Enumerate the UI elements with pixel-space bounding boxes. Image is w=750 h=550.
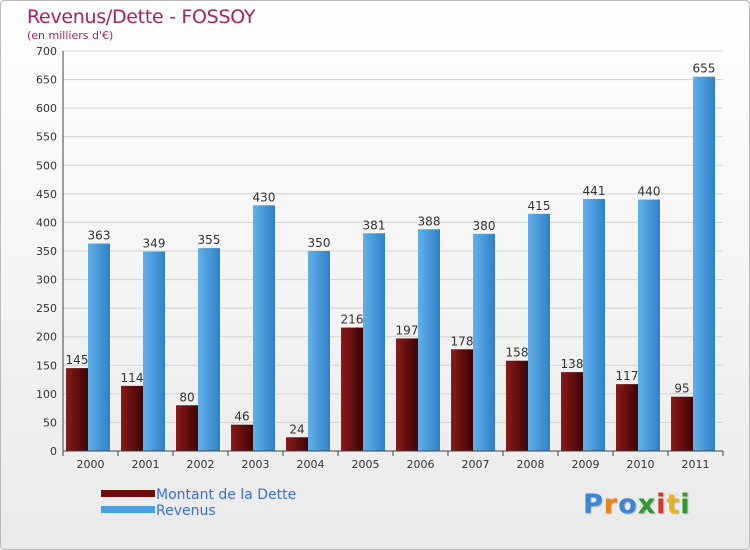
data-label-debt-2010: 117 [616,369,639,383]
y-tick-label: 600 [36,102,57,115]
data-label-debt-2005: 216 [341,313,364,327]
bar-revenue-2005 [363,233,385,451]
data-label-debt-2011: 95 [674,382,689,396]
data-label-debt-2003: 46 [234,410,249,424]
logo-letter: t [666,489,681,520]
logo-letter: i [656,489,667,520]
x-tick-label: 2000 [77,458,105,471]
data-label-revenue-2003: 430 [253,190,276,204]
bar-revenue-2010 [638,199,660,451]
bar-debt-2003 [231,424,253,451]
bar-revenue-2002 [198,248,220,451]
logo-letter: r [603,489,619,520]
data-label-revenue-2001: 349 [143,237,166,251]
logo-letter: P [583,489,604,520]
chart-title: Revenus/Dette - FOSSOY [27,6,256,28]
legend-label-revenue: Revenus [156,503,216,519]
bar-debt-2002 [176,405,198,451]
y-tick-label: 650 [36,74,57,87]
y-tick-label: 350 [36,245,57,258]
data-label-revenue-2006: 388 [418,214,441,228]
bar-revenue-2006 [418,229,440,451]
data-label-debt-2004: 24 [289,422,304,436]
bar-revenue-2003 [253,205,275,451]
x-tick-label: 2008 [517,458,545,471]
legend-swatch-revenue [101,506,155,513]
y-tick-label: 0 [50,445,57,458]
data-label-revenue-2000: 363 [88,229,111,243]
bar-revenue-2007 [473,233,495,451]
data-label-revenue-2004: 350 [308,236,331,250]
bar-revenue-2009 [583,199,605,451]
bar-revenue-2011 [693,76,715,451]
logo-letter: x [637,489,657,520]
y-tick-label: 550 [36,131,57,144]
chart-subtitle: (en milliers d'€) [27,29,114,42]
proxiti-logo: Proxiti [583,489,691,520]
logo-letter: o [618,489,638,520]
data-label-revenue-2009: 441 [583,184,606,198]
y-tick-label: 50 [43,416,57,429]
bar-debt-2011 [671,396,693,451]
x-tick-label: 2010 [627,458,655,471]
data-label-revenue-2008: 415 [528,199,551,213]
x-tick-label: 2004 [297,458,325,471]
bar-debt-2006 [396,338,418,451]
logo-letter: i [680,489,691,520]
bar-debt-2000 [66,368,88,451]
bar-revenue-2008 [528,213,550,451]
bar-debt-2004 [286,437,308,451]
x-tick-label: 2006 [407,458,435,471]
x-tick-label: 2002 [187,458,215,471]
x-tick-label: 2011 [682,458,710,471]
y-tick-label: 450 [36,188,57,201]
data-label-revenue-2002: 355 [198,233,221,247]
x-tick-label: 2005 [352,458,380,471]
bar-debt-2007 [451,349,473,451]
y-tick-label: 300 [36,274,57,287]
y-tick-label: 250 [36,302,57,315]
data-label-debt-2009: 138 [561,357,584,371]
bar-debt-2010 [616,384,638,451]
x-tick-label: 2003 [242,458,270,471]
data-label-debt-2007: 178 [451,334,474,348]
bar-debt-2009 [561,372,583,451]
data-label-revenue-2005: 381 [363,218,386,232]
data-label-revenue-2011: 655 [693,62,716,76]
y-tick-label: 150 [36,359,57,372]
y-tick-label: 400 [36,216,57,229]
x-tick-label: 2009 [572,458,600,471]
bar-debt-2001 [121,385,143,451]
data-label-debt-2000: 145 [66,353,89,367]
bar-debt-2005 [341,327,363,451]
legend-swatch-debt [101,490,155,497]
bar-revenue-2000 [88,243,110,451]
bar-debt-2008 [506,360,528,451]
bar-revenue-2001 [143,251,165,451]
x-tick-label: 2001 [132,458,160,471]
data-label-debt-2002: 80 [179,390,194,404]
y-tick-label: 700 [36,45,57,58]
x-tick-label: 2007 [462,458,490,471]
bar-revenue-2004 [308,251,330,451]
y-tick-label: 200 [36,331,57,344]
data-label-debt-2008: 158 [506,346,529,360]
data-label-revenue-2010: 440 [638,185,661,199]
data-label-revenue-2007: 380 [473,219,496,233]
data-label-debt-2006: 197 [396,323,419,337]
data-label-debt-2001: 114 [121,371,144,385]
legend-label-debt: Montant de la Dette [156,487,297,503]
y-tick-label: 100 [36,388,57,401]
y-tick-label: 500 [36,159,57,172]
